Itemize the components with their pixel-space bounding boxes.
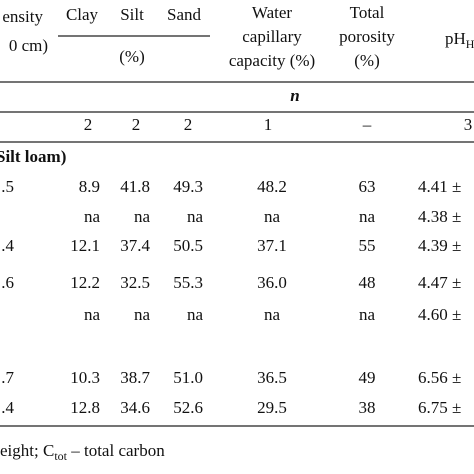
header-cell: Silt <box>120 5 144 24</box>
cell: .4 <box>1 398 14 417</box>
cell: na <box>134 207 151 226</box>
cell: 32.5 <box>120 273 150 292</box>
cell: 55 <box>359 236 376 255</box>
header-cell: Sand <box>167 5 202 24</box>
cell: 48.2 <box>257 177 287 196</box>
cell: 38.7 <box>120 368 150 387</box>
cell: na <box>264 305 281 324</box>
n-label: n <box>290 86 299 105</box>
cell: .4 <box>1 236 14 255</box>
cell: 48 <box>359 273 376 292</box>
header-cell: Water <box>252 3 292 22</box>
cell: 4.60 ± <box>418 305 461 324</box>
cell: 4.47 ± <box>418 273 461 292</box>
header-cell: Total <box>350 3 385 22</box>
cell: 63 <box>359 177 376 196</box>
cell: 10.3 <box>70 368 100 387</box>
cell: .5 <box>1 177 14 196</box>
header-cell: Clay <box>66 5 99 24</box>
n-value: 2 <box>132 115 141 134</box>
header-cell: capillary <box>242 27 302 46</box>
n-value: – <box>362 115 372 134</box>
cell: 52.6 <box>173 398 203 417</box>
header-cell: 0 cm) <box>9 36 48 55</box>
cell: .7 <box>1 368 14 387</box>
n-value: 2 <box>184 115 193 134</box>
n-value: 1 <box>264 115 273 134</box>
cell: 38 <box>359 398 376 417</box>
header-cell: (%) <box>119 47 144 66</box>
cell: na <box>264 207 281 226</box>
cell: 37.1 <box>257 236 287 255</box>
cell: 12.2 <box>70 273 100 292</box>
cell: 34.6 <box>120 398 150 417</box>
cell: 49 <box>359 368 376 387</box>
cell: na <box>84 207 101 226</box>
cell: na <box>187 305 204 324</box>
cell: 51.0 <box>173 368 203 387</box>
cell: 4.39 ± <box>418 236 461 255</box>
n-value: 3 <box>464 115 473 134</box>
cell: 50.5 <box>173 236 203 255</box>
cell: .6 <box>1 273 14 292</box>
cell: 37.4 <box>120 236 150 255</box>
cell: 6.56 ± <box>418 368 461 387</box>
cell: 4.41 ± <box>418 177 461 196</box>
cell: 49.3 <box>173 177 203 196</box>
header-sub: H <box>466 37 474 51</box>
section-label: Silt loam) <box>0 147 66 166</box>
footnote-text: – total carbon <box>67 441 165 460</box>
cell: 12.8 <box>70 398 100 417</box>
footnote-text: eight; C <box>0 441 54 460</box>
header-cell: (%) <box>354 51 379 70</box>
header-cell: ensity <box>2 7 43 26</box>
cell: 6.75 ± <box>418 398 461 417</box>
cell: na <box>187 207 204 226</box>
cell: 55.3 <box>173 273 203 292</box>
cell: 29.5 <box>257 398 287 417</box>
cell: 36.0 <box>257 273 287 292</box>
footnote: eight; Ctot – total carbon <box>0 441 165 463</box>
cell: na <box>84 305 101 324</box>
header-cell: capacity (%) <box>229 51 315 70</box>
footnote-sub: tot <box>54 449 67 463</box>
cell: na <box>134 305 151 324</box>
cell: 4.38 ± <box>418 207 461 226</box>
header-cell: porosity <box>339 27 395 46</box>
header-cell: pHH <box>445 29 474 51</box>
cell: na <box>359 207 376 226</box>
cell: 36.5 <box>257 368 287 387</box>
n-value: 2 <box>84 115 93 134</box>
cell: na <box>359 305 376 324</box>
cell: 8.9 <box>79 177 100 196</box>
cell: 12.1 <box>70 236 100 255</box>
cell: 41.8 <box>120 177 150 196</box>
